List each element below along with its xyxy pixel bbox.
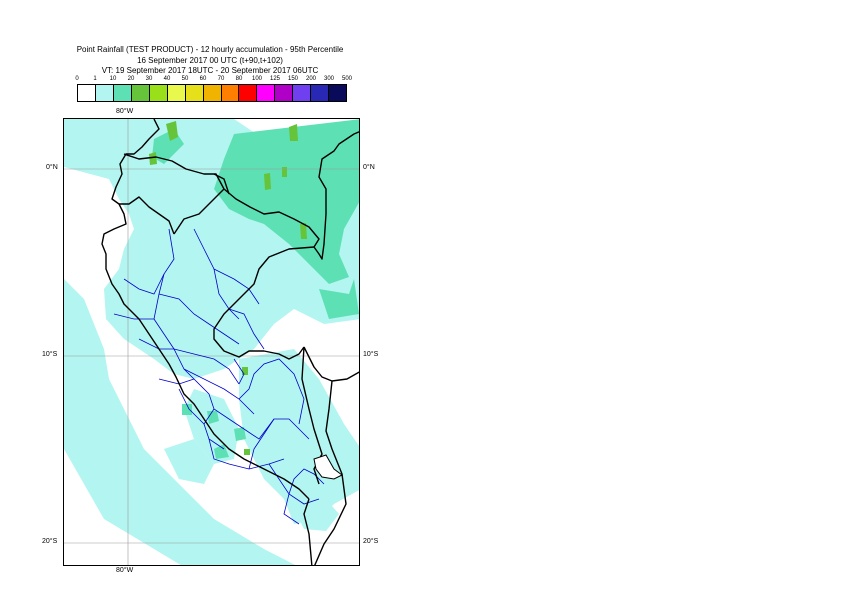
legend-tick-label: 500 bbox=[341, 76, 353, 82]
legend-swatch bbox=[185, 85, 204, 101]
legend-tick-label: 40 bbox=[163, 76, 171, 82]
map-canvas bbox=[64, 119, 359, 565]
legend-tick-label: 20 bbox=[127, 76, 135, 82]
lat-label-0-right: 0°N bbox=[363, 164, 375, 171]
run-time: 16 September 2017 00 UTC (t+90,t+102) bbox=[137, 56, 283, 65]
legend-swatch bbox=[95, 85, 114, 101]
legend-swatch bbox=[131, 85, 150, 101]
graticule bbox=[64, 119, 359, 565]
legend-tick-label: 80 bbox=[235, 76, 243, 82]
legend-swatch bbox=[167, 85, 186, 101]
rainfall-map bbox=[63, 118, 360, 566]
lat-label-10s-right: 10°S bbox=[363, 351, 379, 358]
legend-tick-label: 150 bbox=[287, 76, 299, 82]
rain-heavy-areas bbox=[149, 121, 307, 455]
legend-tick-label: 60 bbox=[199, 76, 207, 82]
valid-time: VT: 19 September 2017 18UTC - 20 Septemb… bbox=[101, 66, 319, 75]
lon-label-bottom: 80°W bbox=[116, 567, 134, 574]
lat-label-10s-left: 10°S bbox=[42, 351, 58, 358]
lake bbox=[313, 454, 343, 480]
legend-tick-label: 100 bbox=[251, 76, 263, 82]
legend-swatch bbox=[293, 85, 312, 101]
country-boundaries bbox=[101, 119, 359, 565]
legend-swatch bbox=[78, 85, 96, 101]
lat-label-20s-left: 20°S bbox=[42, 538, 58, 545]
legend-swatch bbox=[329, 85, 347, 101]
legend-swatch bbox=[149, 85, 168, 101]
legend-swatch bbox=[203, 85, 222, 101]
legend-tick-label: 10 bbox=[109, 76, 117, 82]
legend-swatch bbox=[221, 85, 240, 101]
color-legend bbox=[77, 84, 347, 102]
legend-swatch bbox=[311, 85, 330, 101]
legend-tick-label: 300 bbox=[323, 76, 335, 82]
legend-swatch bbox=[275, 85, 294, 101]
legend-tick-label: 125 bbox=[269, 76, 281, 82]
lon-label-top: 80°W bbox=[116, 108, 134, 115]
legend-tick-label: 70 bbox=[217, 76, 225, 82]
legend-tick-label: 200 bbox=[305, 76, 317, 82]
legend-tick-label: 0 bbox=[75, 76, 79, 82]
lat-label-0-left: 0°N bbox=[46, 164, 58, 171]
product-title: Point Rainfall (TEST PRODUCT) - 12 hourl… bbox=[76, 45, 344, 54]
lat-label-20s-right: 20°S bbox=[363, 538, 379, 545]
legend-tick-label: 50 bbox=[181, 76, 189, 82]
legend-swatch bbox=[257, 85, 276, 101]
legend-swatch bbox=[113, 85, 132, 101]
legend-tick-label: 1 bbox=[93, 76, 97, 82]
legend-swatch bbox=[239, 85, 258, 101]
legend-tick-label: 30 bbox=[145, 76, 153, 82]
